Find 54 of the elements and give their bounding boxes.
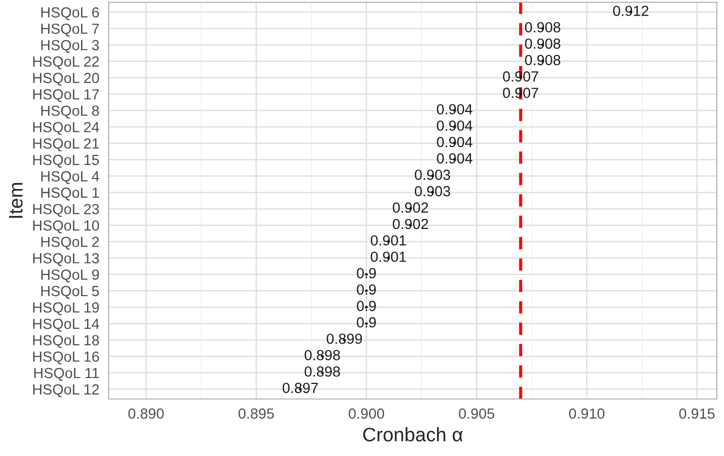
- y-tick-label: HSQoL 14: [33, 318, 100, 332]
- data-label: 0.899: [326, 334, 362, 344]
- data-label: 0.904: [436, 153, 472, 164]
- y-tick-label: HSQoL 9: [41, 270, 99, 282]
- y-tick-label: HSQoL 1: [41, 188, 99, 200]
- data-label: 0.903: [414, 186, 450, 196]
- data-label: 0.9: [356, 300, 376, 312]
- data-label: 0.908: [525, 54, 560, 66]
- data-label: 0.904: [436, 136, 472, 148]
- data-label: 0.904: [436, 120, 472, 131]
- data-label: 0.901: [370, 235, 406, 246]
- x-axis-title: Cronbach α: [363, 427, 463, 442]
- y-tick-label: HSQoL 23: [33, 204, 99, 217]
- y-tick-label: HSQoL 5: [41, 286, 99, 299]
- y-tick-label: HSQoL 18: [33, 335, 99, 348]
- data-label: 0.898: [304, 350, 340, 360]
- data-label: 0.901: [370, 252, 406, 262]
- data-label: 0.897: [282, 382, 318, 394]
- y-tick-label: HSQoL 8: [41, 106, 99, 119]
- y-axis-title: Item: [9, 183, 23, 218]
- y-tick-label: HSQoL 15: [33, 154, 99, 168]
- y-tick-label: HSQoL 24: [33, 122, 100, 135]
- data-label: 0.904: [436, 104, 472, 114]
- data-label: 0.9: [356, 284, 376, 295]
- data-label: 0.902: [392, 218, 428, 230]
- data-label: 0.912: [613, 6, 648, 16]
- y-tick-label: HSQoL 13: [33, 253, 99, 266]
- x-tick-label: 0.890: [128, 408, 164, 419]
- y-tick-label: HSQoL 10: [33, 220, 100, 234]
- x-tick-label: 0.910: [569, 408, 604, 419]
- data-label: 0.9: [356, 268, 376, 278]
- y-tick-label: HSQoL 2: [41, 236, 99, 250]
- y-tick-label: HSQoL 17: [33, 89, 99, 102]
- data-label: 0.898: [304, 366, 340, 377]
- y-tick-label: HSQoL 21: [33, 138, 99, 152]
- data-label: 0.9: [356, 317, 376, 328]
- x-tick-label: 0.905: [458, 408, 494, 419]
- y-tick-label: HSQoL 12: [33, 384, 99, 398]
- data-label: 0.908: [525, 38, 560, 49]
- x-tick-label: 0.915: [679, 408, 715, 419]
- y-tick-label: HSQoL 19: [33, 302, 99, 316]
- y-tick-label: HSQoL 6: [41, 7, 99, 20]
- y-tick-label: HSQoL 22: [33, 56, 99, 70]
- x-tick-label: 0.900: [348, 408, 384, 419]
- y-tick-label: HSQoL 4: [41, 171, 100, 184]
- data-label: 0.902: [392, 202, 428, 213]
- y-tick-label: HSQoL 7: [41, 24, 99, 37]
- y-tick-label: HSQoL 11: [34, 368, 99, 381]
- y-tick-label: HSQoL 20: [33, 72, 100, 86]
- x-tick-label: 0.895: [238, 408, 274, 419]
- y-tick-label: HSQoL 3: [41, 40, 99, 53]
- y-tick-label: HSQoL 16: [33, 351, 99, 364]
- data-label: 0.908: [525, 22, 560, 32]
- data-label: 0.903: [414, 170, 450, 180]
